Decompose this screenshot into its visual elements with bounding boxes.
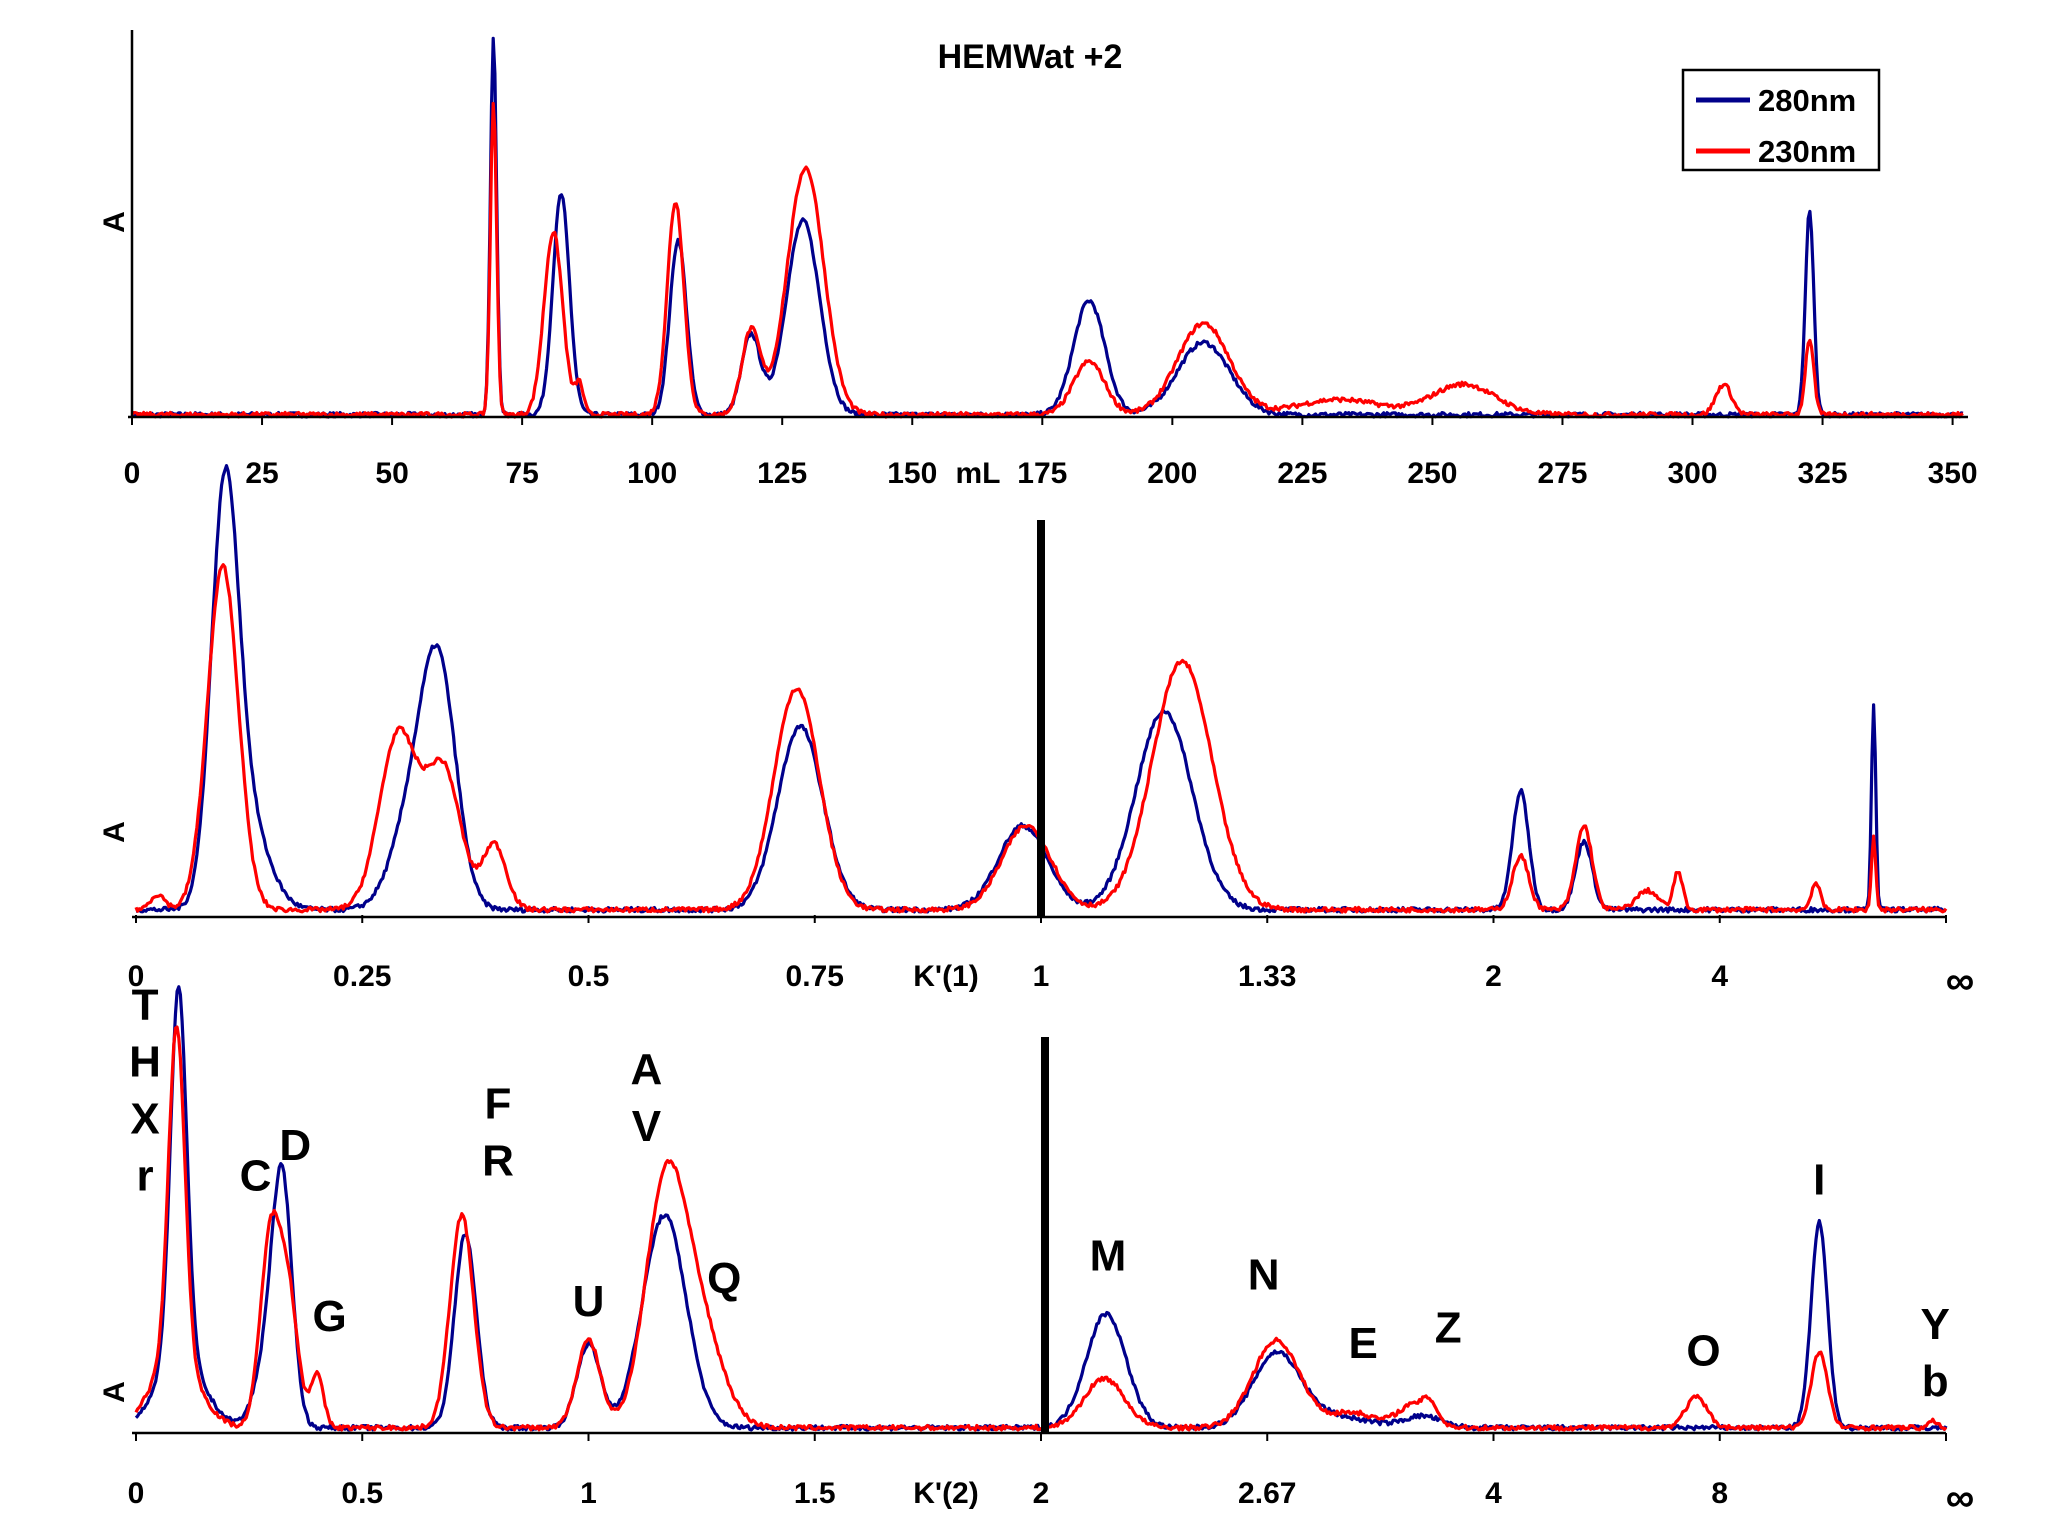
x-tick-label: 0.75 [786, 960, 844, 993]
peak-label-O: O [1686, 1326, 1720, 1375]
x-tick-label: 0.5 [341, 1477, 383, 1510]
peak-label-F: F [485, 1079, 512, 1128]
x-tick-label: 200 [1147, 457, 1197, 490]
x-tick-label: 175 [1017, 457, 1067, 490]
peak-label-b: b [1922, 1357, 1949, 1406]
x-tick-label: 1.5 [794, 1477, 836, 1510]
x-tick-label: 250 [1407, 457, 1457, 490]
peak-label-r: r [136, 1152, 153, 1201]
x-tick-label: 0 [128, 960, 145, 993]
peak-label-X: X [130, 1095, 159, 1144]
x-tick-label: 350 [1928, 457, 1978, 490]
peak-label-M: M [1090, 1231, 1127, 1280]
x-tick-label: 0 [124, 457, 141, 490]
panel-middle-y-label: A [98, 821, 131, 843]
chart-title: HEMWat +2 [938, 38, 1123, 76]
x-tick-label: 150 [887, 457, 937, 490]
panel-middle-x-label: K'(1) [913, 960, 978, 993]
peak-label-T: T [132, 981, 159, 1030]
x-tick-label: ∞ [1946, 959, 1975, 1003]
x-tick-label: 1 [1033, 960, 1050, 993]
x-tick-label: 300 [1667, 457, 1717, 490]
peak-label-D: D [279, 1121, 311, 1170]
x-tick-label: 1.33 [1238, 960, 1296, 993]
x-tick-label: 50 [375, 457, 408, 490]
peak-label-Z: Z [1435, 1304, 1462, 1353]
peak-label-C: C [240, 1152, 272, 1201]
x-tick-label: 225 [1277, 457, 1327, 490]
x-tick-label: 125 [757, 457, 807, 490]
panel-bottom-ticks: 0 0.5 1 1.5 2 2.67 4 8 ∞ [128, 1433, 1975, 1520]
peak-label-Q: Q [707, 1254, 741, 1303]
x-tick-label: 2.67 [1238, 1477, 1296, 1510]
panel-middle: 0 0.25 0.5 0.75 1 1.33 2 4 ∞ A K'(1) [98, 464, 1975, 1003]
peak-label-Y: Y [1920, 1300, 1949, 1349]
panel-bottom-y-label: A [98, 1381, 131, 1403]
peak-label-A: A [631, 1045, 663, 1094]
x-tick-label: 4 [1711, 960, 1728, 993]
panel-middle-ticks: 0 0.25 0.5 0.75 1 1.33 2 4 ∞ [128, 915, 1975, 1003]
x-tick-label: ∞ [1946, 1476, 1975, 1520]
panel-top-x-label: mL [956, 457, 1001, 490]
peak-label-V: V [632, 1102, 662, 1151]
x-tick-label: 2 [1485, 960, 1502, 993]
peak-label-N: N [1248, 1250, 1280, 1299]
legend: 280nm 230nm [1681, 68, 1881, 172]
x-tick-label: 275 [1537, 457, 1587, 490]
x-tick-label: 0.25 [333, 960, 391, 993]
peak-label-I: I [1813, 1155, 1825, 1204]
x-tick-label: 2 [1033, 1477, 1050, 1510]
legend-label-230nm: 230nm [1758, 134, 1856, 169]
x-tick-label: 1 [580, 1477, 597, 1510]
peak-label-R: R [482, 1136, 514, 1185]
x-tick-label: 325 [1798, 457, 1848, 490]
legend-label-280nm: 280nm [1758, 83, 1856, 118]
panel-top: 0 25 50 75 100 125 150 175 200 225 250 275 300 325 350… [98, 30, 1978, 490]
peak-label-U: U [573, 1277, 605, 1326]
panel-top-y-label: A [98, 211, 131, 233]
x-tick-label: 100 [627, 457, 677, 490]
x-tick-label: 0 [128, 1477, 145, 1510]
peak-label-G: G [313, 1292, 347, 1341]
panel-bottom-x-label: K'(2) [913, 1477, 978, 1510]
x-tick-label: 0.5 [568, 960, 610, 993]
x-tick-label: 4 [1485, 1477, 1502, 1510]
x-tick-label: 8 [1711, 1477, 1728, 1510]
x-tick-label: 75 [505, 457, 538, 490]
peak-label-E: E [1349, 1319, 1378, 1368]
x-tick-label: 25 [245, 457, 278, 490]
peak-label-H: H [129, 1038, 161, 1087]
panel-top-ticks: 0 25 50 75 100 125 150 175 200 225 250 275 300 325 350 [124, 417, 1978, 490]
